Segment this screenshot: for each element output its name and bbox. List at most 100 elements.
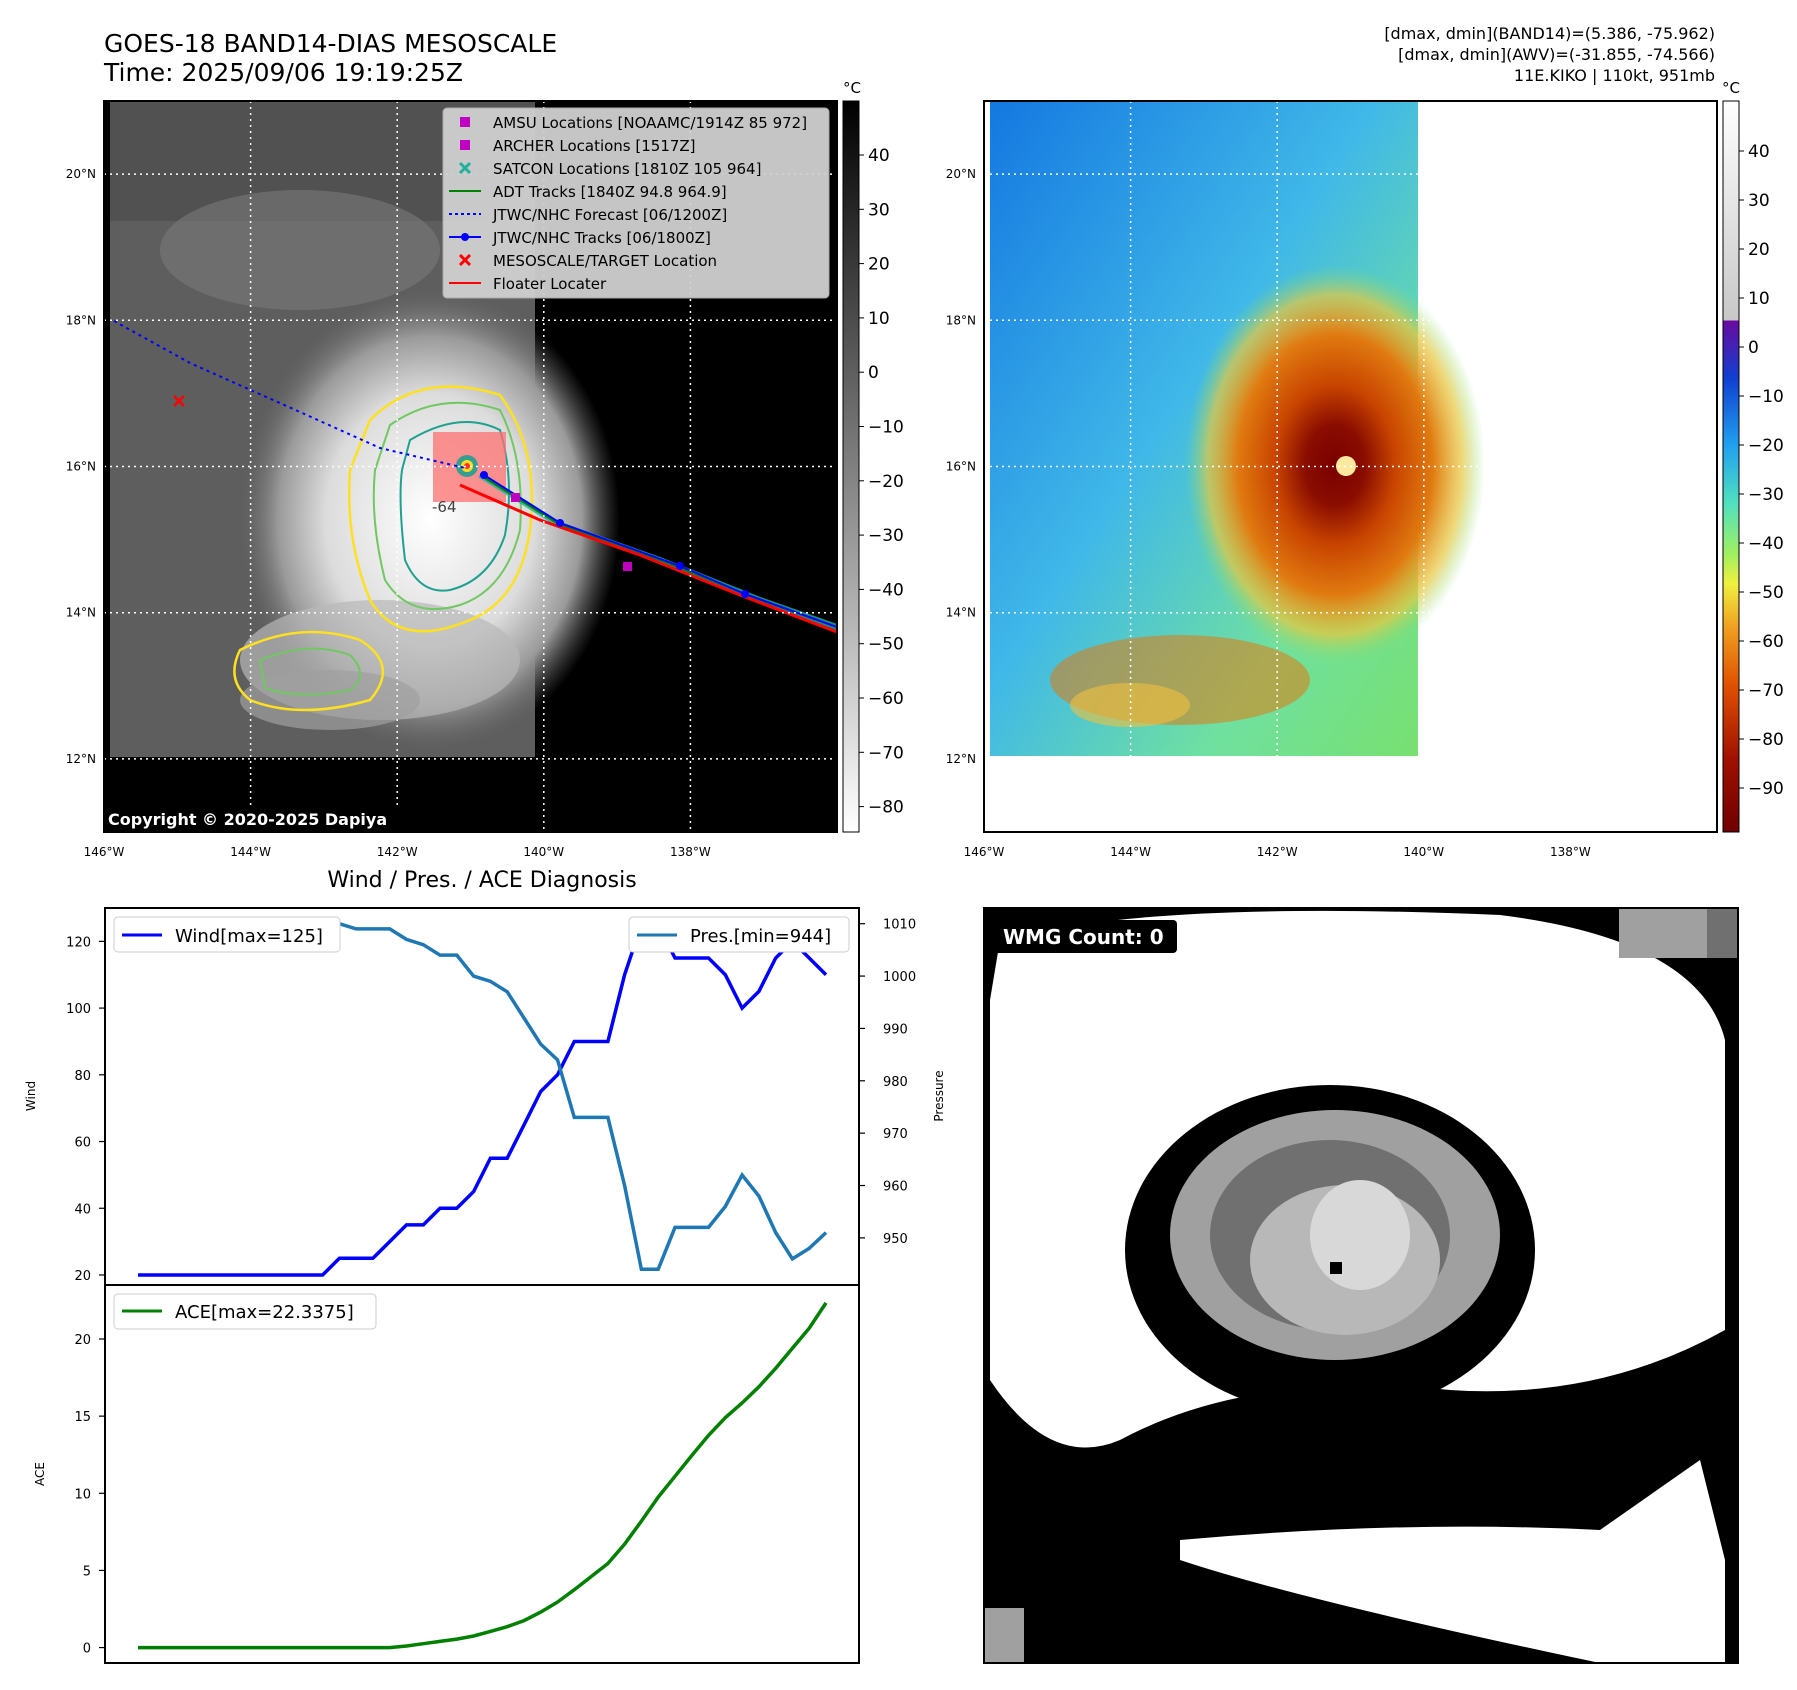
y-tick-label: 10 (74, 1487, 91, 1502)
legend-marker (458, 161, 472, 175)
band14-map: -64 AMSU Locations [NOAAMC/1914Z 85 972]… (103, 79, 904, 833)
contour-teal (399, 421, 510, 592)
lon-tick-label: 140°W (523, 845, 564, 859)
awv-storm-core (1185, 265, 1485, 665)
y-tick-label: 5 (83, 1564, 91, 1579)
lon-tick-label: 146°W (84, 845, 125, 859)
ace-legend-label: ACE[max=22.3375] (175, 1302, 354, 1323)
info-band14: [dmax, dmin](BAND14)=(5.386, -75.962) (1384, 24, 1715, 43)
band14-colorbar (842, 100, 860, 833)
lat-tick-label: 14°N (946, 606, 976, 620)
lat-tick-label: 12°N (66, 752, 96, 766)
mesoscale-target-marker (173, 395, 185, 407)
floater-track (459, 483, 837, 634)
wind-line (138, 922, 828, 1277)
colorbar-tick-label: −30 (868, 526, 904, 546)
pressure-axis-label: Pressure (932, 1070, 946, 1121)
colorbar-tick-label: 20 (868, 255, 890, 275)
info-awv: [dmax, dmin](AWV)=(-31.855, -74.566) (1398, 45, 1715, 64)
legend-marker (458, 253, 472, 267)
y-tick-label: 40 (74, 1202, 91, 1217)
colorbar-tick-label: −10 (1748, 387, 1784, 407)
legend-label: AMSU Locations [NOAAMC/1914Z 85 972] (493, 114, 807, 132)
colorbar-tick-label: 0 (868, 363, 879, 383)
colorbar-tick-label: 30 (1748, 191, 1770, 211)
colorbar-tick-label: −30 (1748, 485, 1784, 505)
y2-tick-label: 990 (883, 1022, 908, 1037)
y-tick-label: 0 (83, 1642, 91, 1657)
colorbar-unit: °C (843, 79, 861, 97)
y-tick-label: 80 (74, 1069, 91, 1084)
ace-axis-label: ACE (33, 1462, 47, 1486)
figure-time: Time: 2025/09/06 19:19:25Z (103, 58, 463, 87)
colorbar-tick-label: −70 (868, 743, 904, 763)
forecast-track (113, 320, 466, 469)
y-tick-label: 15 (74, 1410, 91, 1425)
colorbar-tick-label: 0 (1748, 338, 1759, 358)
lat-tick-label: 18°N (66, 313, 96, 327)
contour-yellow (347, 385, 534, 633)
wmg-count-label: WMG Count: 0 (1003, 925, 1164, 949)
ace-legend: ACE[max=22.3375] (113, 1293, 377, 1330)
pressure-legend-label: Pres.[min=944] (690, 926, 831, 947)
legend-label: ARCHER Locations [1517Z] (493, 137, 696, 155)
y2-tick-label: 1000 (883, 970, 916, 985)
awv-map: °C 40 30 20 10 0 −10 −20 −30 −40 −50 −60 −70 −80 −90 (983, 79, 1784, 833)
legend-label: JTWC/NHC Tracks [06/1800Z] (492, 229, 711, 247)
y2-tick-label: 1010 (883, 918, 916, 933)
colorbar-tick-label: −50 (1748, 583, 1784, 603)
lat-tick-label: 20°N (946, 167, 976, 181)
lon-tick-label: 138°W (1550, 845, 1591, 859)
amsu-marker (511, 493, 520, 502)
legend-label: MESOSCALE/TARGET Location (493, 252, 717, 270)
wind-axis-label: Wind (24, 1081, 38, 1111)
wind-legend: Wind[max=125] (113, 916, 341, 953)
colorbar-tick-label: −40 (1748, 534, 1784, 554)
legend-label: SATCON Locations [1810Z 105 964] (493, 160, 761, 178)
lon-tick-label: 142°W (1257, 845, 1298, 859)
wmg-eye (1330, 1262, 1342, 1274)
archer-marker (623, 562, 632, 571)
lat-tick-label: 16°N (946, 460, 976, 474)
figure-title: GOES-18 BAND14-DIAS MESOSCALE (104, 29, 557, 58)
chart-title: Wind / Pres. / ACE Diagnosis (327, 868, 636, 893)
legend-label: JTWC/NHC Forecast [06/1200Z] (492, 206, 727, 224)
lat-tick-label: 16°N (66, 460, 96, 474)
y-tick-label: 120 (66, 935, 91, 950)
info-storm: 11E.KIKO | 110kt, 951mb (1514, 66, 1715, 85)
colorbar-tick-label: 10 (868, 309, 890, 329)
colorbar-tick-label: 20 (1748, 240, 1770, 260)
y-tick-label: 100 (66, 1002, 91, 1017)
lon-tick-label: 138°W (670, 845, 711, 859)
lat-tick-label: 14°N (66, 606, 96, 620)
lat-tick-label: 20°N (66, 167, 96, 181)
legend-marker (460, 140, 470, 150)
wind-legend-label: Wind[max=125] (175, 926, 323, 947)
awv-colorbar (1722, 100, 1740, 833)
y-tick-label: 20 (74, 1333, 91, 1348)
y-tick-label: 60 (74, 1136, 91, 1151)
pressure-legend: Pres.[min=944] (628, 916, 850, 953)
ace-line (138, 1301, 828, 1650)
colorbar-tick-label: −90 (1748, 779, 1784, 799)
legend-label: ADT Tracks [1840Z 94.8 964.9] (493, 183, 727, 201)
colorbar-tick-label: −10 (868, 418, 904, 438)
colorbar-unit: °C (1722, 79, 1740, 97)
colorbar-tick-label: −20 (1748, 436, 1784, 456)
colorbar-tick-label: −60 (868, 689, 904, 709)
lat-tick-label: 18°N (946, 313, 976, 327)
map-legend: AMSU Locations [NOAAMC/1914Z 85 972] ARCH… (442, 107, 830, 299)
colorbar-tick-label: 30 (868, 200, 890, 220)
contour-label: -64 (432, 498, 457, 516)
colorbar-tick-label: 10 (1748, 289, 1770, 309)
colorbar-tick-label: −60 (1748, 632, 1784, 652)
ace-chart: 0 5 10 15 20 ACE ACE[max=22.3375] (33, 1284, 860, 1664)
colorbar-tick-label: −80 (1748, 730, 1784, 750)
colorbar-tick-label: −80 (868, 798, 904, 818)
lon-tick-label: 140°W (1403, 845, 1444, 859)
colorbar-tick-label: −40 (868, 580, 904, 600)
y2-tick-label: 960 (883, 1180, 908, 1195)
lat-tick-label: 12°N (946, 752, 976, 766)
lon-tick-label: 144°W (230, 845, 271, 859)
